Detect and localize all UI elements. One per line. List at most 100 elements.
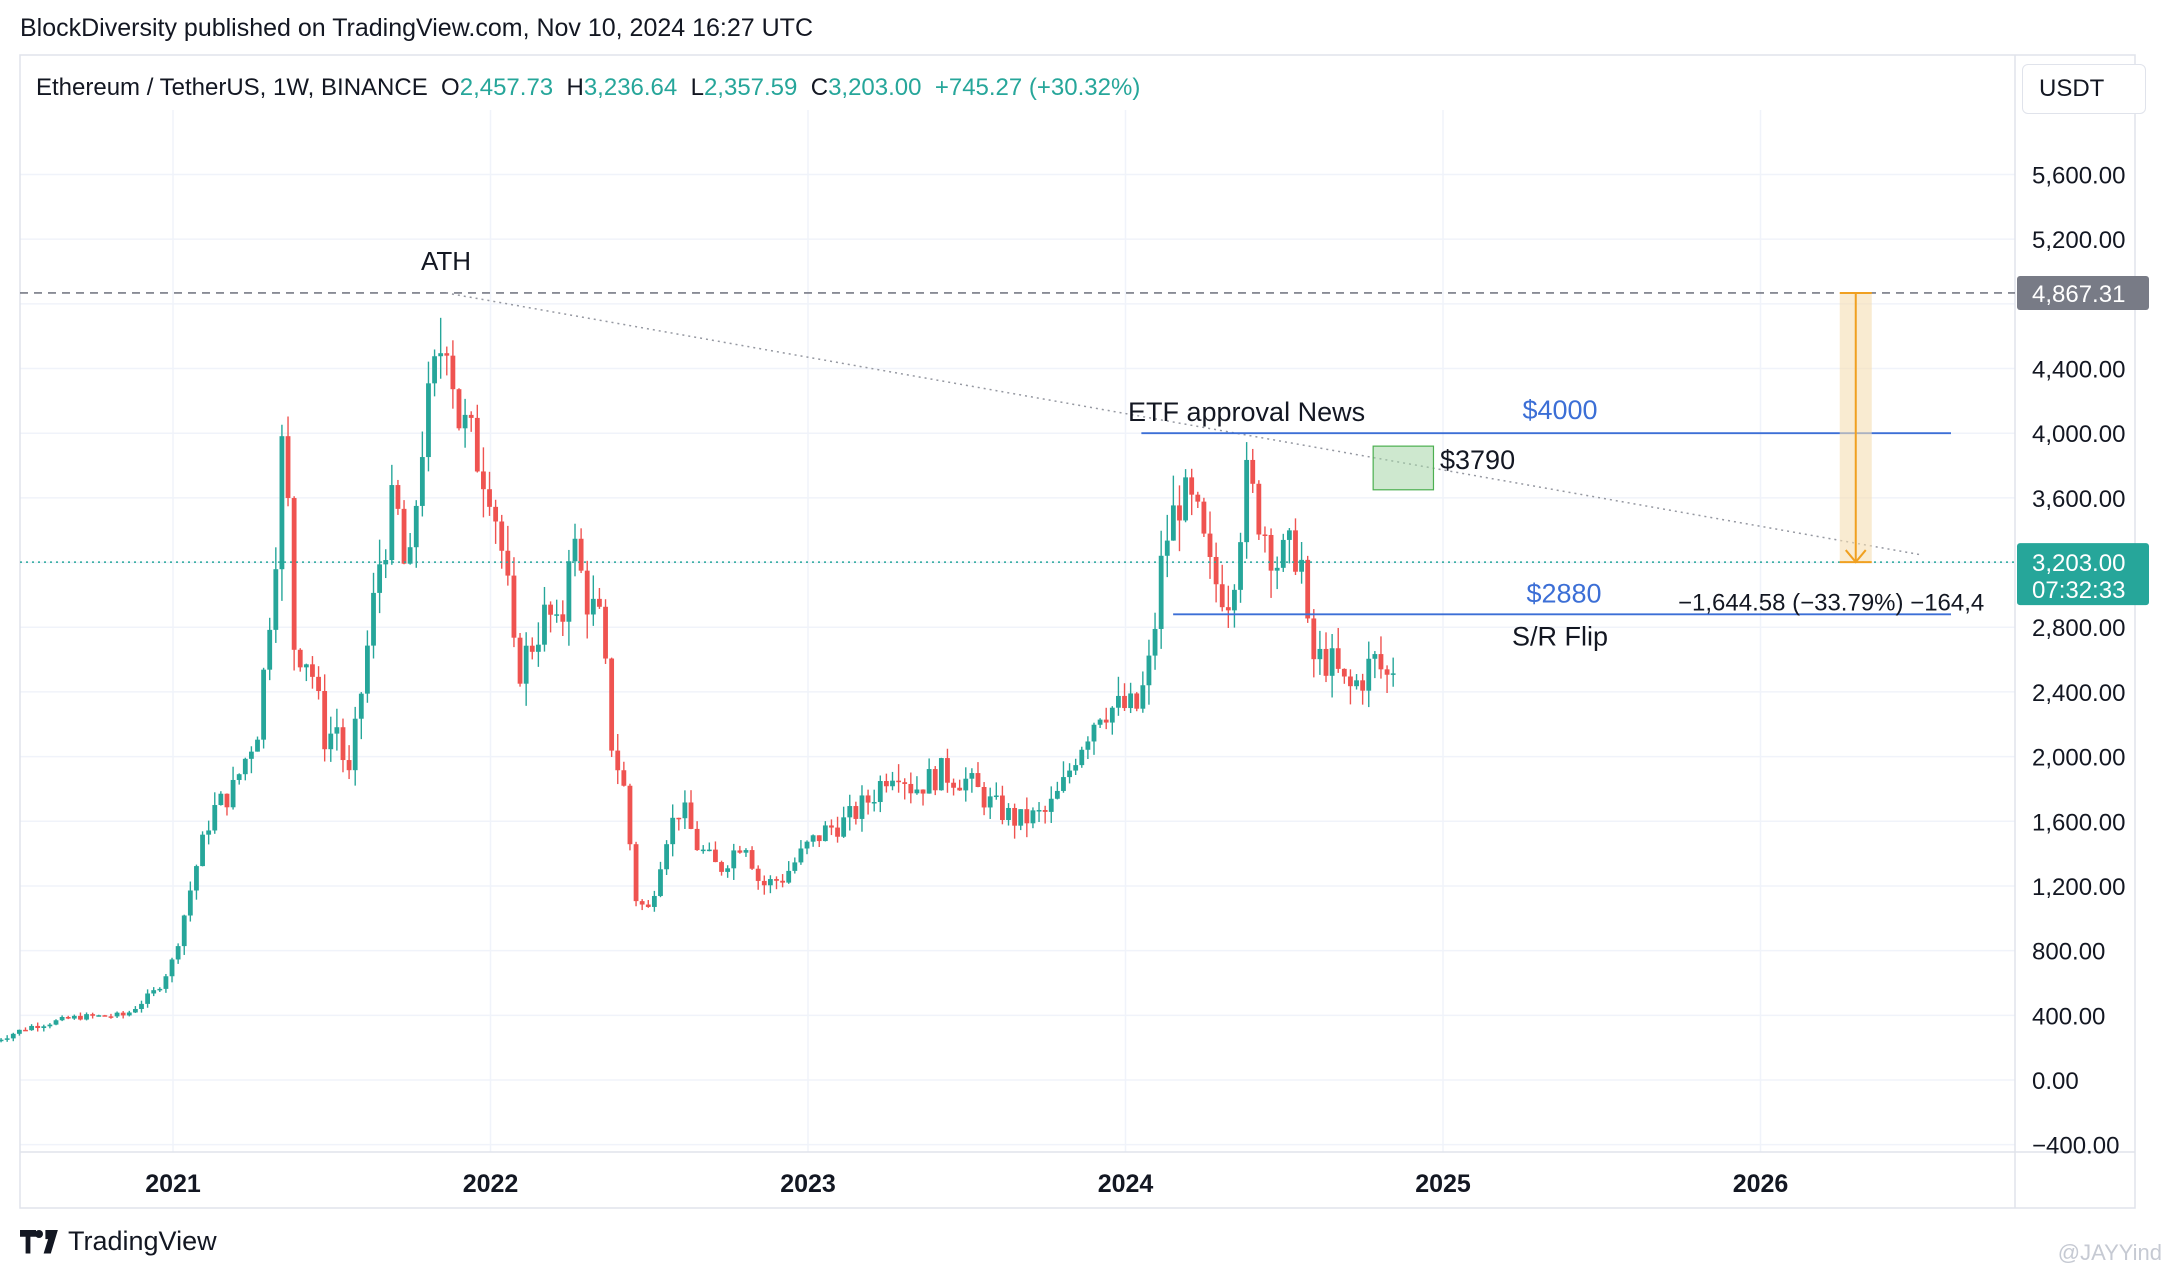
- bar-countdown-label: 07:32:33: [2032, 577, 2125, 604]
- candle-body: [59, 1016, 65, 1021]
- chart-frame: [19, 54, 2136, 1209]
- candle-body: [932, 769, 938, 791]
- candle-body: [883, 781, 889, 787]
- candle-body: [285, 436, 291, 499]
- candle-body: [1201, 501, 1207, 534]
- candle-body: [651, 895, 657, 907]
- x-tick-label: 2023: [780, 1170, 836, 1198]
- candle-body: [572, 538, 578, 562]
- candle-body: [713, 849, 718, 863]
- candle-body: [84, 1014, 89, 1020]
- candle-body: [566, 561, 572, 622]
- candle-body: [1036, 810, 1042, 812]
- candle-body: [1323, 648, 1329, 676]
- candle-body: [126, 1012, 132, 1016]
- candle-body: [236, 774, 242, 780]
- candle-body: [1177, 505, 1182, 521]
- candle-body: [749, 850, 755, 869]
- y-tick-label: 2,800.00: [2032, 615, 2125, 642]
- candle-body: [1293, 530, 1298, 572]
- y-tick-label: 4,000.00: [2032, 421, 2125, 448]
- candle-body: [597, 598, 602, 607]
- candle-body: [1140, 685, 1146, 709]
- candle-body: [548, 604, 553, 615]
- candle-body: [1262, 534, 1268, 536]
- candle-body: [969, 773, 975, 779]
- candle-body: [1048, 798, 1054, 812]
- candle-body: [493, 506, 499, 522]
- candle-body: [413, 505, 419, 548]
- measure-readout: −1,644.58 (−33.79%) −164,4: [1678, 589, 1984, 616]
- candle-body: [1360, 680, 1366, 691]
- y-tick-label: 1,600.00: [2032, 809, 2125, 836]
- candle-body: [316, 676, 321, 692]
- candle-body: [798, 848, 804, 863]
- candle-body: [664, 844, 669, 870]
- candle-body: [1067, 770, 1072, 778]
- candle-body: [908, 783, 914, 794]
- candle-body: [688, 802, 694, 829]
- candle-body: [139, 1003, 144, 1010]
- ohlc-legend-text: Ethereum / TetherUS, 1W, BINANCE O2,457.…: [36, 74, 1140, 101]
- candle-body: [700, 849, 706, 852]
- y-tick-label: 2,000.00: [2032, 745, 2125, 772]
- candle-body: [120, 1012, 126, 1016]
- candle-body: [847, 806, 853, 818]
- candle-body: [291, 498, 297, 650]
- candle-body: [1183, 477, 1188, 521]
- candle-body: [871, 802, 877, 804]
- symbol-label: Ethereum / TetherUS, 1W, BINANCE: [36, 74, 441, 101]
- candle-body: [151, 990, 157, 994]
- brand-label: TradingView: [68, 1226, 217, 1256]
- candle-body: [10, 1033, 16, 1039]
- candle-body: [1225, 607, 1231, 611]
- tradingview-brand[interactable]: TradingView: [20, 1226, 217, 1257]
- candle-body: [682, 802, 688, 819]
- currency-button[interactable]: USDT: [2022, 64, 2146, 114]
- candle-body: [481, 471, 486, 490]
- candle-body: [365, 645, 370, 694]
- low-label: L: [691, 74, 704, 101]
- candle-body: [78, 1015, 83, 1020]
- candle-body: [1268, 534, 1274, 571]
- candle-body: [877, 781, 883, 803]
- candle-body: [230, 779, 236, 808]
- x-tick-label: 2022: [463, 1170, 519, 1198]
- candle-body: [1134, 693, 1140, 709]
- candle-body: [1280, 539, 1286, 568]
- candle-body: [920, 789, 926, 794]
- candle-body: [1286, 530, 1292, 540]
- x-tick-label: 2026: [1733, 1170, 1789, 1198]
- candle-body: [1238, 542, 1243, 590]
- candle-body: [377, 564, 383, 593]
- candle-body: [505, 550, 511, 576]
- candle-body: [1091, 724, 1097, 742]
- ath-annotation: ATH: [421, 246, 471, 276]
- candle-body: [951, 782, 956, 788]
- level-2880-label: $2880: [1526, 578, 1601, 608]
- candle-body: [1311, 618, 1317, 660]
- candle-body: [780, 880, 785, 883]
- candle-body: [584, 570, 590, 615]
- candle-body: [1146, 655, 1152, 686]
- candle-body: [212, 805, 218, 831]
- open-value: 2,457.73: [460, 74, 567, 101]
- candle-body: [719, 862, 724, 872]
- candle-body: [468, 414, 474, 418]
- candle-body: [114, 1012, 120, 1017]
- y-tick-label: 800.00: [2032, 939, 2105, 966]
- candle-body: [658, 869, 663, 896]
- candle-body: [322, 691, 328, 750]
- candle-body: [1390, 673, 1396, 675]
- candle-body: [0, 1039, 4, 1042]
- candle-body: [914, 789, 920, 794]
- candle-body: [1000, 795, 1005, 821]
- candle-body: [767, 879, 773, 886]
- candle-body: [1372, 654, 1378, 659]
- ath-price-tag: [2017, 275, 2149, 310]
- candle-body: [835, 827, 840, 837]
- candle-body: [1378, 654, 1384, 670]
- candle-body: [29, 1025, 34, 1031]
- candle-body: [603, 606, 608, 659]
